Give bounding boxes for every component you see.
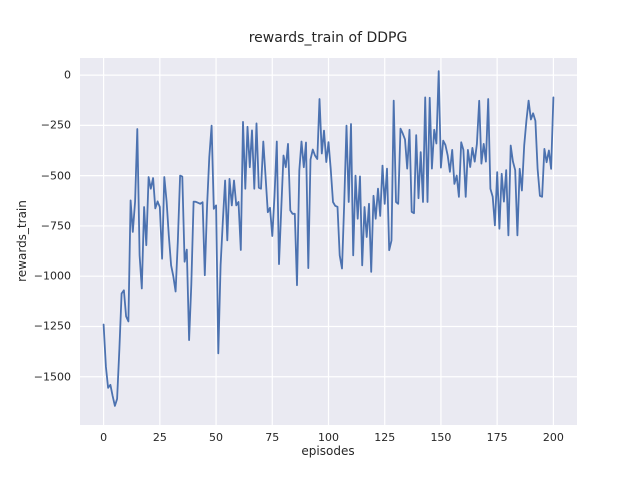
x-tick-label: 100	[318, 431, 339, 444]
x-tick-label: 175	[486, 431, 508, 444]
x-tick-label: 125	[374, 431, 396, 444]
x-axis-label: episodes	[301, 444, 355, 458]
y-tick-label: −1500	[33, 370, 71, 384]
y-tick-label: −1250	[33, 319, 71, 333]
chart-title: rewards_train of DDPG	[248, 30, 408, 46]
y-tick-label: 0	[64, 68, 71, 82]
y-tick-label: −750	[40, 219, 71, 233]
x-tick-label: 50	[209, 431, 224, 444]
x-tick-label: 0	[100, 431, 108, 444]
plot-area	[80, 58, 577, 425]
series-line-rewards_train	[102, 70, 555, 407]
y-tick-label: −1000	[33, 269, 71, 283]
x-tick-label: 25	[152, 431, 167, 444]
x-tick-label: 150	[430, 431, 452, 444]
x-tick-label: 200	[542, 431, 564, 444]
y-tick-label: −500	[40, 169, 71, 183]
chart-canvas	[80, 58, 577, 425]
y-tick-label: −250	[40, 118, 71, 132]
x-tick-label: 75	[265, 431, 280, 444]
